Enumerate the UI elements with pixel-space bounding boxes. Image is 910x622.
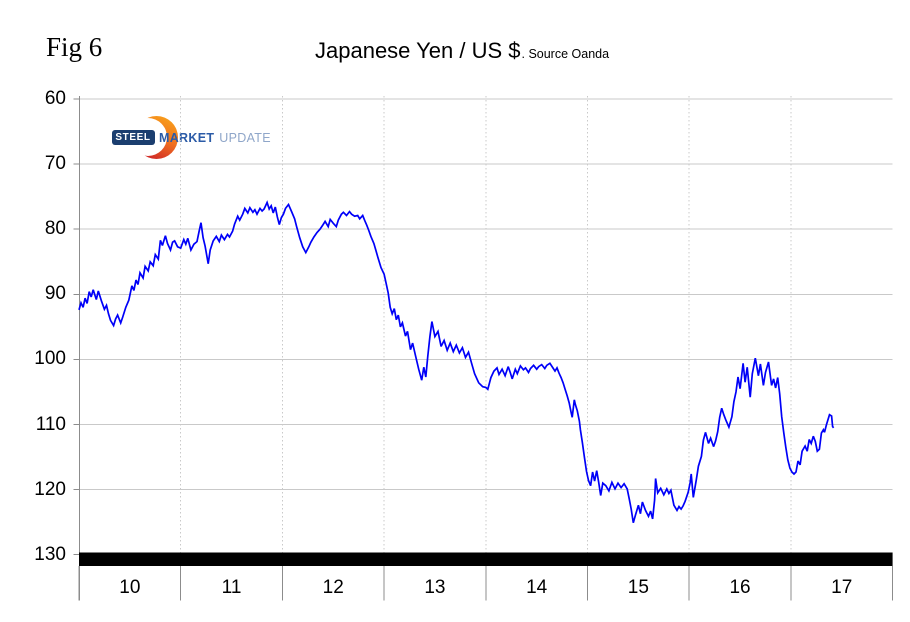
chart-title-main: Japanese Yen / US $ bbox=[315, 38, 521, 63]
logo-steel-banner: STEEL bbox=[111, 130, 155, 145]
y-axis-tick-label: 60 bbox=[44, 88, 66, 109]
steel-market-update-logo: STEEL MARKET UPDATE bbox=[100, 108, 271, 164]
x-axis-year-label: 15 bbox=[627, 577, 649, 598]
figure-label: Fig 6 bbox=[46, 32, 103, 62]
x-axis-year-label: 16 bbox=[729, 577, 751, 598]
y-axis-tick-label: 70 bbox=[44, 153, 66, 175]
x-axis-year-label: 13 bbox=[424, 577, 446, 598]
y-axis-tick-label: 80 bbox=[44, 218, 66, 240]
x-axis-year-label: 17 bbox=[831, 577, 853, 598]
x-axis-year-label: 11 bbox=[221, 577, 242, 598]
y-axis-tick-label: 120 bbox=[34, 478, 66, 500]
x-axis-year-label: 10 bbox=[119, 577, 141, 598]
logo-market-text: MARKET bbox=[159, 131, 215, 145]
chart-title-source: . Source Oanda bbox=[521, 47, 610, 61]
chart-title: Japanese Yen / US $. Source Oanda bbox=[315, 38, 609, 64]
x-axis-year-label: 12 bbox=[322, 577, 344, 598]
y-axis-tick-label: 100 bbox=[34, 348, 66, 370]
y-axis-tick-label: 110 bbox=[35, 413, 66, 435]
logo-steel-text: STEEL bbox=[115, 132, 151, 143]
logo-wordmark: MARKET UPDATE bbox=[159, 131, 271, 145]
logo-update-text: UPDATE bbox=[219, 131, 271, 145]
x-axis-year-label: 14 bbox=[526, 577, 548, 598]
y-axis-tick-label: 90 bbox=[44, 283, 66, 305]
y-axis-tick-label: 130 bbox=[34, 543, 66, 565]
